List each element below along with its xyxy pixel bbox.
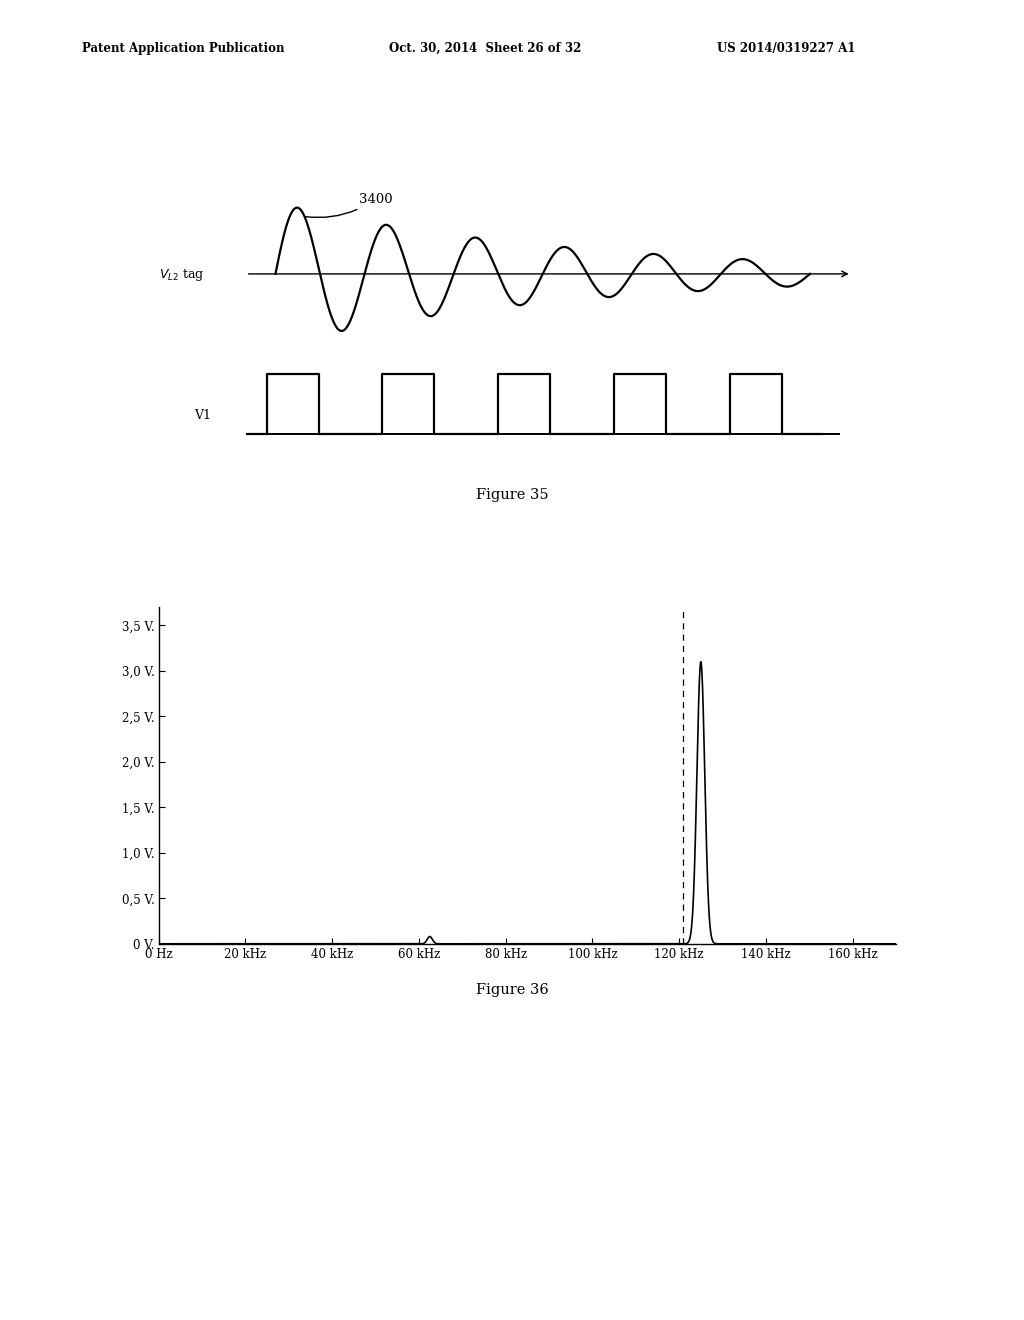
Text: V1: V1 [195, 409, 212, 422]
Text: US 2014/0319227 A1: US 2014/0319227 A1 [717, 42, 855, 55]
Text: Oct. 30, 2014  Sheet 26 of 32: Oct. 30, 2014 Sheet 26 of 32 [389, 42, 582, 55]
Text: Patent Application Publication: Patent Application Publication [82, 42, 285, 55]
Text: 3400: 3400 [305, 193, 392, 218]
Text: Figure 35: Figure 35 [476, 488, 548, 503]
Text: $V_{L2}$ tag: $V_{L2}$ tag [159, 267, 204, 282]
Text: Figure 36: Figure 36 [475, 983, 549, 998]
